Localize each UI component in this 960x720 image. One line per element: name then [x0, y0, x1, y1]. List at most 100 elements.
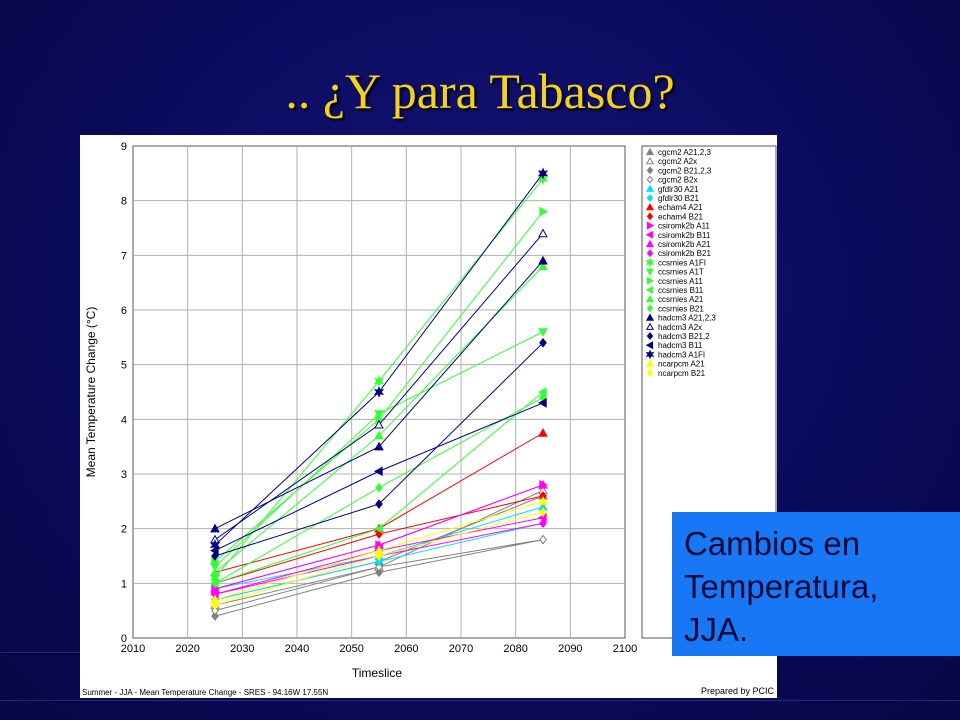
legend-label: cgcm2 A21,2,3 [658, 148, 711, 157]
legend-label: hadcm3 A1FI [658, 350, 705, 359]
legend-label: cgcm2 A2x [658, 157, 697, 166]
legend-label: hadcm3 B21,2 [658, 332, 710, 341]
x-tick-label: 2050 [339, 643, 363, 655]
legend-label: echam4 B21 [658, 212, 703, 221]
caption-line: Temperatura, [684, 568, 879, 605]
data-point [210, 523, 220, 533]
y-tick-label: 8 [121, 196, 127, 208]
legend-label: hadcm3 A2x [658, 323, 702, 332]
legend-label: ccsrnies A1FI [658, 258, 706, 267]
chart-panel: 2010 2020 2030 2040 2050 2060 2070 2080 2090 2100… [80, 135, 777, 698]
data-point [373, 523, 383, 534]
chart-credit: Prepared by PCIC [701, 686, 775, 696]
legend-marker [646, 276, 655, 285]
series-group [209, 398, 547, 556]
data-point [538, 427, 548, 437]
data-point [375, 567, 383, 578]
data-point [537, 398, 547, 408]
y-tick-label: 1 [121, 578, 127, 590]
data-point [374, 430, 384, 440]
caption-box: Cambios en Temperatura, JJA. [672, 512, 960, 656]
data-point [211, 578, 219, 589]
legend-label: ncarpcm B21 [658, 369, 706, 378]
legend-marker [646, 304, 654, 313]
chart-footer: Summer - JJA - Mean Temperature Change -… [82, 688, 328, 697]
caption-line: JJA. [684, 611, 749, 648]
data-point [374, 441, 384, 451]
legend-label: ncarpcm A21 [658, 360, 705, 369]
data-point [538, 228, 548, 238]
legend-label: csiromk2b B21 [658, 249, 711, 258]
legend-marker [645, 156, 655, 165]
data-point [373, 466, 383, 477]
y-axis-label: Mean Temperature Change (°C) [84, 307, 98, 478]
legend-label: hadcm3 A21,2,3 [658, 314, 716, 323]
legend-marker [645, 202, 655, 211]
x-tick-label: 2090 [558, 643, 582, 655]
legend-marker [646, 368, 654, 377]
series-group [210, 479, 548, 593]
data-point [375, 499, 383, 509]
data-point [211, 551, 219, 561]
data-point [539, 337, 547, 348]
series-group [211, 337, 547, 561]
chart-series [209, 167, 549, 621]
legend-marker [645, 341, 654, 350]
data-point [375, 556, 383, 567]
data-point [538, 496, 548, 505]
legend-marker [645, 230, 654, 239]
legend-marker [646, 175, 654, 184]
legend-label: csiromk2b A21 [658, 240, 711, 249]
series-group [211, 507, 547, 611]
slide-title: .. ¿Y para Tabasco? [285, 63, 675, 119]
background-rule [0, 700, 960, 701]
series-group [209, 167, 549, 552]
data-point [537, 167, 549, 180]
legend-label: cgcm2 B2x [658, 176, 698, 185]
x-tick-label: 2100 [613, 643, 637, 655]
data-point [375, 482, 383, 493]
x-tick-label: 2040 [285, 643, 309, 655]
y-tick-label: 2 [121, 524, 127, 536]
data-point [211, 600, 219, 611]
legend-marker [646, 332, 654, 340]
x-tick-label: 2030 [230, 643, 254, 655]
data-point [539, 507, 547, 518]
series-group [211, 534, 547, 616]
legend-label: ccsrnies A21 [658, 295, 704, 304]
y-tick-label: 5 [121, 360, 127, 372]
legend-marker [645, 285, 654, 295]
y-tick-label: 6 [121, 305, 127, 317]
data-point [210, 567, 220, 577]
data-point [373, 375, 385, 388]
legend-label: ccsrnies B21 [658, 304, 704, 313]
legend-label: ccsrnies A1T [658, 268, 704, 277]
x-tick-label: 2080 [503, 643, 527, 655]
x-tick-label: 2070 [449, 643, 473, 655]
data-point [539, 534, 547, 545]
data-point [375, 562, 383, 572]
legend-marker [645, 147, 655, 156]
legend-marker [645, 349, 655, 360]
legend-marker [646, 221, 655, 230]
data-point [374, 419, 384, 429]
data-point [538, 479, 548, 489]
legend-marker [646, 166, 654, 175]
data-point [539, 518, 547, 529]
data-point [538, 328, 548, 337]
caption-line: Cambios en [684, 525, 861, 562]
x-tick-label: 2010 [121, 643, 145, 655]
legend-marker [645, 257, 655, 268]
temperature-change-chart: 2010 2020 2030 2040 2050 2060 2070 2080 2090 2100… [82, 141, 777, 697]
series-group [210, 496, 548, 604]
y-tick-label: 0 [121, 633, 127, 645]
series-group [211, 392, 547, 589]
legend-marker [646, 194, 654, 202]
legend-label: hadcm3 B11 [658, 341, 703, 350]
data-point [211, 605, 219, 616]
x-tick-label: 2020 [175, 643, 199, 655]
x-tick-label: 2060 [394, 643, 418, 655]
legend-label: csiromk2b B11 [658, 231, 711, 240]
data-point [538, 261, 548, 270]
x-axis-label: Timeslice [352, 666, 403, 680]
